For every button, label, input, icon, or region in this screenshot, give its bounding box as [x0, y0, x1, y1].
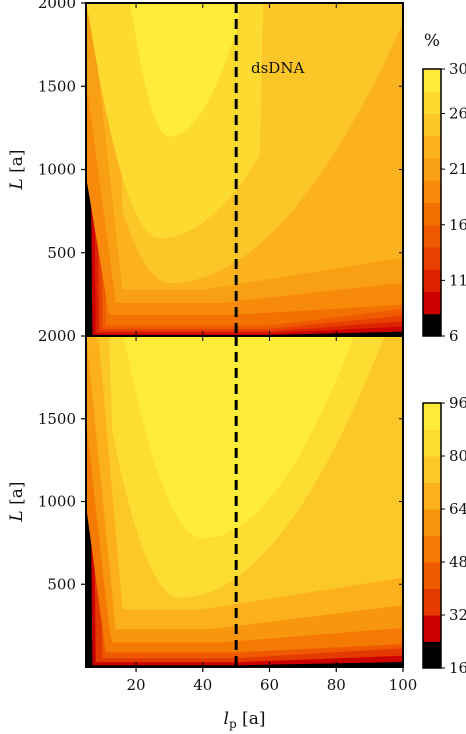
colorbar-band-top: [423, 91, 441, 114]
colorbar-band-bottom: [423, 456, 441, 483]
colorbar-band-bottom: [423, 641, 441, 669]
colorbar-frame-bottom: [422, 402, 442, 669]
colorbar-tick-label-bottom: 80: [449, 447, 466, 465]
colorbar-tick-label-bottom: 64: [449, 500, 466, 518]
x-tick-label-bottom: 40: [193, 676, 212, 694]
y-tick-label-bottom: 1000: [38, 493, 76, 511]
contour-panel-top: [85, 2, 404, 337]
colorbar-band-bottom: [423, 615, 441, 642]
colorbar-band-bottom: [423, 482, 441, 510]
y-tick-label-bottom: 1500: [38, 410, 76, 428]
colorbar-band-bottom: [423, 509, 441, 536]
x-tick-label-bottom: 60: [260, 676, 279, 694]
colorbar-tick-label-bottom: 32: [449, 606, 466, 624]
colorbar-band-top: [423, 291, 441, 315]
x-tick-label-bottom: 100: [389, 676, 418, 694]
y-axis-label-top: L [a]: [7, 149, 27, 190]
y-tick-label-top: 1500: [38, 77, 76, 95]
colorbar-band-top: [423, 247, 441, 270]
colorbar-tick-label-top: 21: [449, 160, 466, 178]
colorbar-tick-label-top: 16: [449, 216, 466, 234]
colorbar-tick-label-top: 6: [449, 327, 459, 345]
x-tick-label-bottom: 20: [127, 676, 146, 694]
colorbar-band-bottom: [423, 562, 441, 589]
colorbar-band-top: [423, 313, 441, 337]
colorbar-band-bottom: [423, 403, 441, 430]
colorbar-band-bottom: [423, 429, 441, 457]
colorbar-band-top: [423, 269, 441, 292]
colorbar-tick-label-bottom: 16: [449, 659, 466, 677]
colorbar-band-top: [423, 202, 441, 226]
colorbar-tick-label-bottom: 48: [449, 553, 466, 571]
colorbar-unit-label: %: [424, 31, 440, 51]
colorbar-band-bottom: [423, 535, 441, 563]
colorbar-tick-label-top: 26: [449, 105, 466, 123]
y-tick-label-top: 1000: [38, 161, 76, 179]
y-tick-label-top: 2000: [38, 0, 76, 12]
colorbar-band-top: [423, 135, 441, 159]
colorbar-band-bottom: [423, 588, 441, 616]
y-axis-label-bottom: L [a]: [7, 481, 27, 522]
colorbar-tick-label-bottom: 96: [449, 394, 466, 412]
colorbar-band-top: [423, 158, 441, 181]
colorbar-band-top: [423, 224, 441, 248]
contour-panel-bottom: [85, 335, 404, 668]
colorbar-tick-label-top: 11: [449, 271, 466, 289]
y-tick-label-bottom: 500: [47, 575, 76, 593]
y-tick-label-bottom: 2000: [38, 327, 76, 345]
colorbar-frame-top: [422, 68, 442, 337]
colorbar-band-top: [423, 180, 441, 203]
x-tick-label-bottom: 80: [327, 676, 346, 694]
colorbar-band-top: [423, 113, 441, 137]
dsdna-annotation: dsDNA: [251, 59, 304, 77]
y-tick-label-top: 500: [47, 244, 76, 262]
x-axis-label: lp [a]: [224, 709, 266, 731]
colorbar-band-top: [423, 69, 441, 92]
colorbar-tick-label-top: 30: [449, 60, 466, 78]
